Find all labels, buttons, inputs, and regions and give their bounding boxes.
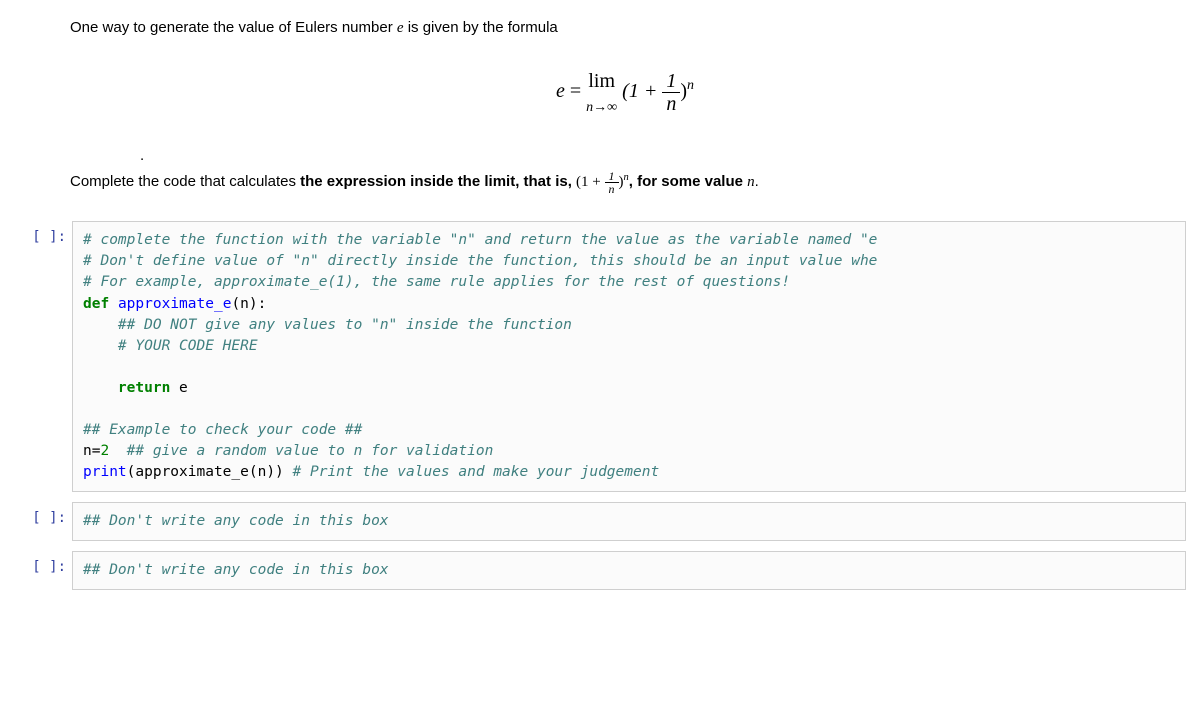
formula-display: e = limn→∞ (1 + 1n)n — [70, 65, 1180, 119]
notebook: One way to generate the value of Eulers … — [0, 0, 1200, 590]
input-prompt: [ ]: — [6, 221, 72, 245]
code-line: # complete the function with the variabl… — [83, 232, 877, 248]
inline-open: (1 + — [576, 174, 604, 190]
code-sp — [109, 443, 126, 459]
code-sp — [109, 296, 118, 312]
limit-operator: limn→∞ — [586, 65, 617, 119]
code-line: ## DO NOT give any values to "n" inside … — [118, 317, 572, 333]
code-kw: return — [118, 380, 170, 396]
input-prompt: [ ]: — [6, 502, 72, 526]
instr-bold1: the expression inside the limit, that is… — [300, 173, 576, 190]
code-line: # Print the values and make your judgeme… — [293, 464, 660, 480]
fraction-den: n — [662, 93, 680, 115]
code-line: ## give a random value to n for validati… — [127, 443, 494, 459]
var-n: n — [747, 174, 755, 190]
code-kw: def — [83, 296, 109, 312]
formula-eq: = — [565, 80, 586, 102]
intro-paragraph: One way to generate the value of Eulers … — [70, 16, 1180, 40]
code-text: e — [170, 380, 187, 396]
code-line: ## Don't write any code in this box — [83, 513, 389, 529]
fraction-num: 1 — [662, 70, 680, 93]
code-cell-1[interactable]: # complete the function with the variabl… — [72, 221, 1186, 491]
instr-bold2: for some value — [637, 173, 747, 190]
intro-text-prefix: One way to generate the value of Eulers … — [70, 19, 397, 36]
instr-mid: , — [629, 173, 637, 190]
code-fn: approximate_e — [118, 296, 232, 312]
code-line: # Don't define value of "n" directly ins… — [83, 253, 877, 269]
input-prompt: [ ]: — [6, 551, 72, 575]
instruction-paragraph: Complete the code that calculates the ex… — [70, 170, 1180, 195]
code-fn: print — [83, 464, 127, 480]
code-indent — [83, 317, 118, 333]
instr-prefix: Complete the code that calculates — [70, 173, 300, 190]
limit-text: lim — [586, 65, 617, 97]
limit-sub: n→∞ — [586, 97, 617, 119]
code-line: # YOUR CODE HERE — [118, 338, 258, 354]
code-line: ## Don't write any code in this box — [83, 562, 389, 578]
code-cell-1-row: [ ]: # complete the function with the va… — [0, 221, 1200, 491]
code-indent — [83, 380, 118, 396]
formula-open: (1 + — [617, 80, 662, 102]
code-text: n — [83, 443, 92, 459]
code-cell-2[interactable]: ## Don't write any code in this box — [72, 502, 1186, 541]
code-cell-2-row: [ ]: ## Don't write any code in this box — [0, 502, 1200, 541]
formula-exp: n — [687, 78, 694, 93]
code-num: 2 — [100, 443, 109, 459]
dot-line: . — [70, 144, 1180, 164]
instr-period: . — [755, 173, 759, 190]
intro-text-suffix: is given by the formula — [404, 19, 558, 36]
markdown-cell: One way to generate the value of Eulers … — [0, 0, 1200, 211]
euler-symbol: e — [397, 20, 404, 36]
formula-e: e — [556, 80, 565, 102]
inline-fraction: 1n — [605, 170, 619, 195]
code-cell-3-row: [ ]: ## Don't write any code in this box — [0, 551, 1200, 590]
inline-den: n — [605, 183, 619, 195]
code-line: ## Example to check your code ## — [83, 422, 362, 438]
code-cell-3[interactable]: ## Don't write any code in this box — [72, 551, 1186, 590]
fraction: 1n — [662, 70, 680, 115]
code-line: # For example, approximate_e(1), the sam… — [83, 274, 790, 290]
code-text: (approximate_e(n)) — [127, 464, 293, 480]
code-indent — [83, 338, 118, 354]
code-text: (n): — [231, 296, 266, 312]
formula-close: ) — [680, 80, 687, 102]
